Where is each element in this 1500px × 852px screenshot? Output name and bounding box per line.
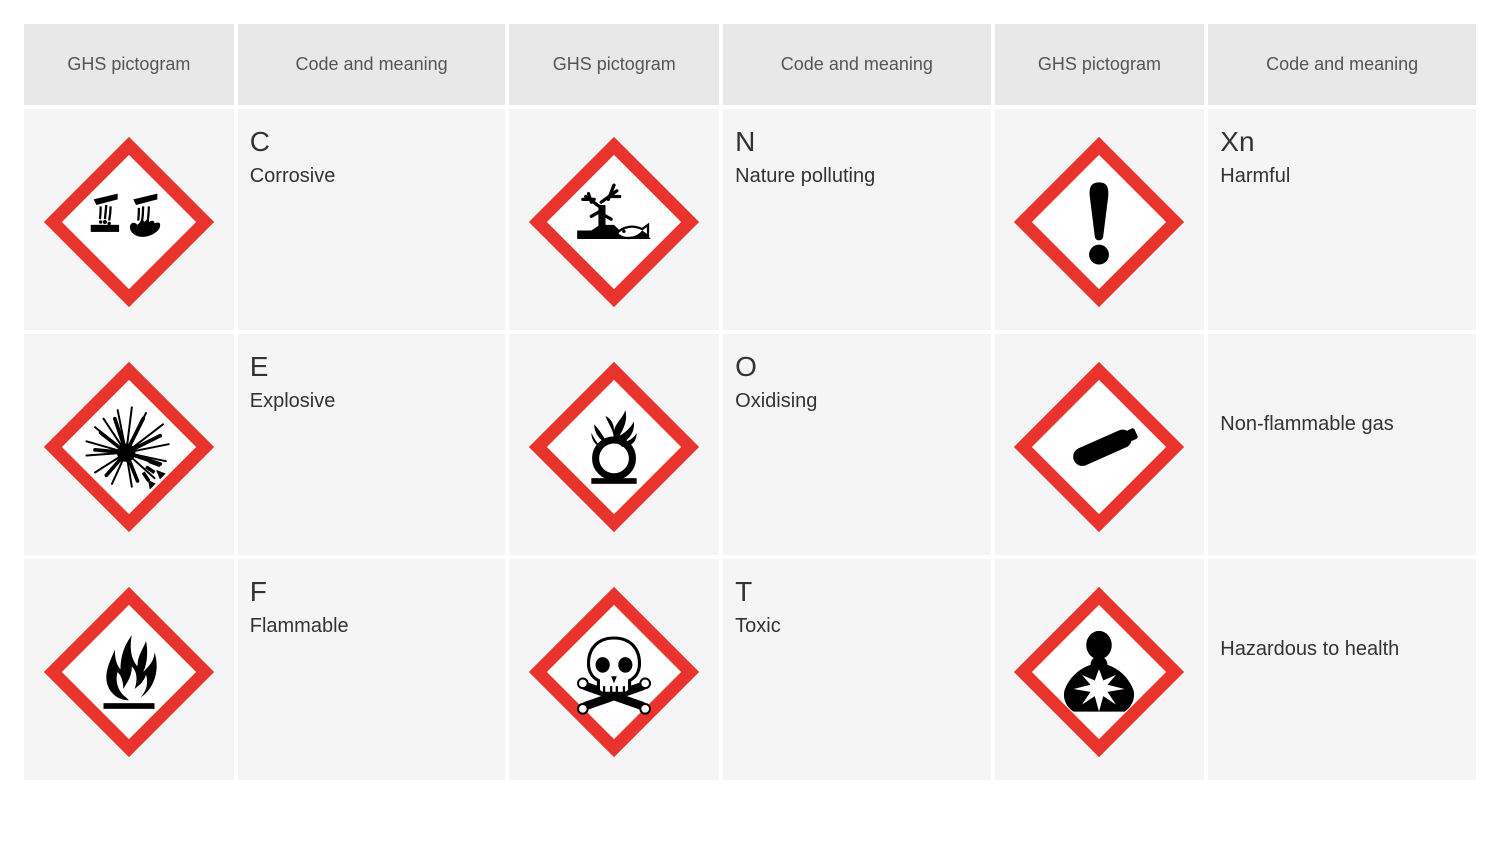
meaning-cell: C Corrosive <box>238 109 506 330</box>
pictogram-cell <box>509 334 719 555</box>
hazard-meaning: Nature polluting <box>735 164 978 188</box>
hazard-code: O <box>735 352 978 383</box>
table-row: F Flammable T Toxic Hazardous to health <box>24 559 1476 780</box>
hazard-code: E <box>250 352 494 383</box>
meaning-cell: O Oxidising <box>723 334 990 555</box>
col-header: Code and meaning <box>723 24 990 105</box>
meaning-cell: Xn Harmful <box>1208 109 1476 330</box>
pictogram-cell <box>995 559 1205 780</box>
pictogram-cell <box>24 559 234 780</box>
hazard-meaning: Toxic <box>735 614 978 638</box>
exclamation-icon <box>1014 137 1184 307</box>
pictogram-cell <box>995 109 1205 330</box>
hazard-meaning: Oxidising <box>735 389 978 413</box>
pictogram-cell <box>24 109 234 330</box>
pictogram-cell <box>995 334 1205 555</box>
hazard-code: Xn <box>1220 127 1464 158</box>
pictogram-cell <box>509 109 719 330</box>
health-hazard-icon <box>1014 587 1184 757</box>
meaning-cell: N Nature polluting <box>723 109 990 330</box>
hazard-code: C <box>250 127 494 158</box>
hazard-code: N <box>735 127 978 158</box>
meaning-cell: E Explosive <box>238 334 506 555</box>
toxic-icon <box>529 587 699 757</box>
hazard-meaning: Corrosive <box>250 164 494 188</box>
meaning-cell: F Flammable <box>238 559 506 780</box>
col-header: Code and meaning <box>238 24 506 105</box>
hazard-code: F <box>250 577 494 608</box>
pictogram-cell <box>509 559 719 780</box>
ghs-pictogram-table: GHS pictogram Code and meaning GHS picto… <box>20 20 1480 784</box>
table-row: E Explosive O Oxidising Non-flammable ga… <box>24 334 1476 555</box>
col-header: GHS pictogram <box>995 24 1205 105</box>
header-row: GHS pictogram Code and meaning GHS picto… <box>24 24 1476 105</box>
col-header: Code and meaning <box>1208 24 1476 105</box>
hazard-meaning: Explosive <box>250 389 494 413</box>
hazard-meaning: Flammable <box>250 614 494 638</box>
explosive-icon <box>44 362 214 532</box>
pictogram-cell <box>24 334 234 555</box>
corrosive-icon <box>44 137 214 307</box>
flammable-icon <box>44 587 214 757</box>
environment-icon <box>529 137 699 307</box>
hazard-meaning: Harmful <box>1220 164 1464 188</box>
hazard-code: T <box>735 577 978 608</box>
meaning-cell: Non-flammable gas <box>1208 334 1476 555</box>
hazard-meaning: Non-flammable gas <box>1220 412 1464 436</box>
table-row: C Corrosive N Nature polluting Xn Harmfu… <box>24 109 1476 330</box>
col-header: GHS pictogram <box>24 24 234 105</box>
oxidising-icon <box>529 362 699 532</box>
hazard-meaning: Hazardous to health <box>1220 637 1464 661</box>
meaning-cell: T Toxic <box>723 559 990 780</box>
gas-cylinder-icon <box>1014 362 1184 532</box>
col-header: GHS pictogram <box>509 24 719 105</box>
meaning-cell: Hazardous to health <box>1208 559 1476 780</box>
